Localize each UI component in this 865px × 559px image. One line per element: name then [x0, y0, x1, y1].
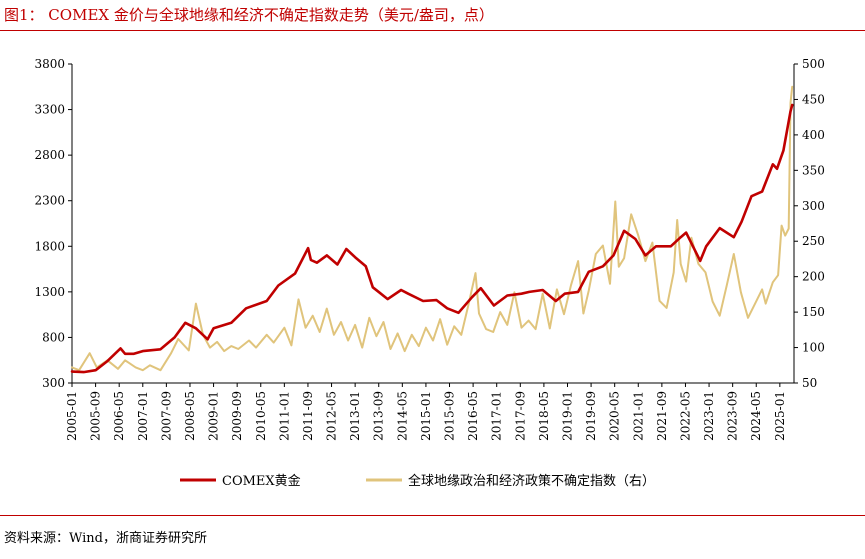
source-note: 资料来源：Wind，浙商证券研究所 [4, 531, 207, 546]
x-tick-label: 2009-01 [207, 391, 221, 441]
x-tick-label: 2005-09 [89, 391, 103, 441]
x-tick-label: 2015-09 [443, 391, 457, 441]
right-axis: 50 100 150 200 250 300 350 400 450 500 [794, 57, 825, 390]
x-tick-label: 2016-05 [466, 391, 480, 441]
right-tick-label: 350 [802, 163, 825, 177]
left-tick-label: 1300 [34, 285, 65, 299]
uncertainty-index-line [71, 85, 794, 372]
x-tick-label: 2021-01 [631, 391, 645, 441]
x-tick-label: 2022-05 [678, 391, 692, 441]
legend-index-label: 全球地缘政治和经济政策不确定指数（右） [408, 473, 655, 489]
x-tick-label: 2007-01 [136, 391, 150, 441]
legend-gold-label: COMEX黄金 [222, 473, 301, 489]
x-tick-label: 2013-09 [372, 391, 386, 441]
x-tick-label: 2019-09 [584, 391, 598, 441]
x-tick-label: 2025-01 [773, 391, 787, 441]
bottom-divider [0, 515, 865, 516]
x-tick-label: 2024-05 [749, 391, 763, 441]
left-tick-label: 2300 [34, 194, 65, 208]
x-tick-label: 2019-01 [560, 391, 574, 441]
right-tick-label: 300 [802, 199, 825, 213]
x-tick-label: 2012-05 [325, 391, 339, 441]
x-tick-label: 2017-09 [513, 391, 527, 441]
x-tick-label: 2020-05 [608, 391, 622, 441]
left-tick-label: 1800 [34, 239, 65, 253]
x-tick-label: 2021-09 [655, 391, 669, 441]
x-tick-label: 2023-01 [702, 391, 716, 441]
series-layer [70, 85, 794, 374]
x-tick-label: 2011-09 [301, 391, 315, 441]
left-tick-label: 800 [42, 330, 65, 344]
right-tick-label: 50 [802, 376, 817, 390]
top-divider [0, 30, 865, 31]
right-tick-label: 250 [802, 234, 825, 248]
x-tick-label: 2018-05 [537, 391, 551, 441]
left-axis: 300 800 1300 1800 2300 2800 3300 3800 [34, 57, 72, 390]
x-tick-label: 2014-05 [395, 391, 409, 441]
figure-title: 图1： COMEX 金价与全球地缘和经济不确定指数走势（美元/盎司，点） [4, 6, 494, 24]
right-tick-label: 200 [802, 270, 825, 284]
x-tick-label: 2008-05 [183, 391, 197, 441]
left-tick-label: 3800 [34, 57, 65, 71]
x-tick-label: 2015-01 [419, 391, 433, 441]
right-tick-label: 400 [802, 128, 825, 142]
legend: COMEX黄金 全球地缘政治和经济政策不确定指数（右） [180, 473, 655, 489]
x-axis: 2005-01 2005-09 2006-05 2007-01 2007-09 2008-… [65, 383, 787, 441]
x-tick-label: 2010-05 [254, 391, 268, 441]
x-tick-label: 2005-01 [65, 391, 79, 441]
comex-gold-line [70, 103, 794, 374]
left-tick-label: 300 [42, 376, 65, 390]
plot-frame [71, 64, 795, 384]
left-tick-label: 3300 [34, 103, 65, 117]
right-tick-label: 500 [802, 57, 825, 71]
x-tick-label: 2013-01 [348, 391, 362, 441]
x-tick-label: 2007-09 [159, 391, 173, 441]
x-tick-label: 2023-09 [726, 391, 740, 441]
right-tick-label: 100 [802, 341, 825, 355]
right-tick-label: 450 [802, 92, 825, 106]
left-tick-label: 2800 [34, 148, 65, 162]
x-tick-label: 2017-01 [490, 391, 504, 441]
x-tick-label: 2011-01 [277, 391, 291, 441]
x-tick-label: 2006-05 [112, 391, 126, 441]
right-tick-label: 150 [802, 305, 825, 319]
x-tick-label: 2009-09 [230, 391, 244, 441]
